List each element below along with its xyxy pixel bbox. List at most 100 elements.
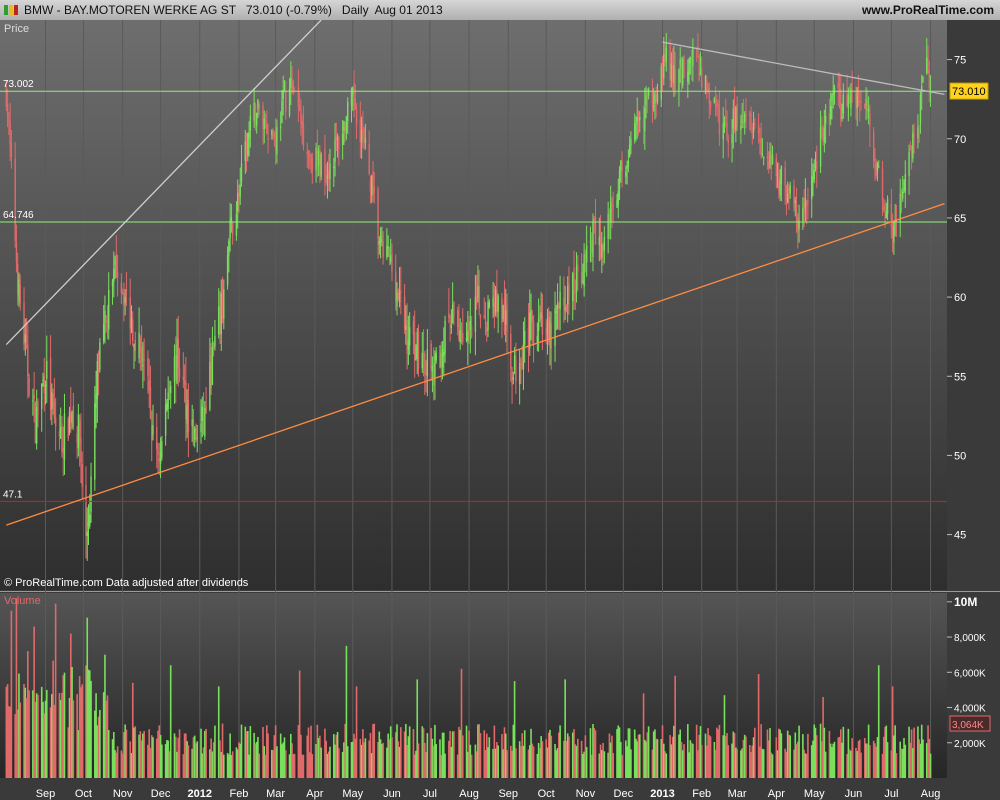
candle-body — [85, 484, 87, 536]
candle-body — [577, 264, 579, 272]
candle-body — [757, 124, 760, 134]
volume-bar — [306, 735, 309, 778]
volume-bar — [842, 726, 845, 778]
volume-bar — [857, 741, 860, 778]
volume-bar — [59, 699, 62, 778]
candle-body — [68, 411, 71, 432]
volume-bar — [625, 740, 627, 778]
volume-bar — [784, 748, 786, 778]
candle-body — [599, 232, 602, 259]
candle-body — [527, 328, 530, 351]
candle-body — [424, 353, 426, 375]
candle-body — [733, 105, 736, 131]
volume-bar — [221, 723, 224, 778]
candle-body — [697, 46, 699, 54]
candle-body — [8, 119, 10, 121]
volume-bar — [559, 725, 561, 778]
price-volume-chart[interactable]: Sep Oct Nov Dec 2012 Feb Mar Apr May Jun Jul Aug Sep… — [0, 20, 1000, 800]
volume-bar — [14, 714, 16, 778]
x-tick-label: Sep — [36, 788, 56, 800]
volume-bar — [96, 725, 99, 778]
volume-bar — [645, 741, 647, 778]
candle-body — [593, 218, 595, 221]
candle-body — [449, 319, 451, 322]
volume-bar — [860, 752, 862, 778]
volume-bar — [908, 726, 910, 778]
volume-bar — [52, 660, 54, 778]
volume-bar — [228, 754, 230, 778]
volume-bar — [780, 733, 783, 778]
volume-bar — [359, 738, 362, 778]
volume-bar — [346, 746, 349, 778]
candle-body — [372, 171, 374, 183]
candle-body — [670, 63, 673, 81]
volume-bar — [370, 753, 373, 778]
volume-bar — [530, 728, 532, 778]
candle-body — [740, 126, 742, 130]
volume-bar — [757, 674, 760, 778]
volume-bar — [869, 745, 871, 778]
volume-bar — [81, 684, 83, 778]
volume-bar — [798, 725, 800, 778]
volume-bar — [68, 697, 71, 778]
candle-body — [46, 360, 48, 379]
volume-bar — [874, 743, 876, 778]
volume-bar — [803, 749, 805, 778]
candle-body — [205, 406, 207, 414]
volume-bar — [205, 728, 207, 778]
candle-body — [247, 132, 249, 156]
candle-body — [458, 325, 460, 340]
volume-bar — [416, 679, 419, 778]
volume-bar — [99, 709, 101, 778]
volume-bar — [111, 739, 114, 778]
volume-bar — [212, 742, 215, 778]
candle-body — [671, 65, 674, 84]
volume-bar — [310, 725, 312, 778]
candle-body — [407, 340, 410, 350]
volume-bar — [222, 754, 225, 778]
candle-body — [465, 337, 468, 341]
candle-body — [766, 156, 769, 159]
candle-body — [72, 405, 75, 428]
volume-bar — [697, 750, 699, 778]
candle-body — [97, 368, 100, 373]
volume-bar — [779, 729, 781, 778]
candle-body — [864, 103, 866, 108]
volume-bar — [405, 724, 407, 778]
candle-body — [469, 321, 472, 331]
y-axis-area — [947, 20, 1000, 800]
candle-body — [58, 431, 61, 437]
candle-body — [899, 193, 901, 223]
candle-body — [893, 222, 895, 243]
volume-bar — [621, 754, 623, 778]
candle-body — [644, 107, 646, 132]
candle-body — [741, 121, 743, 123]
candle-body — [488, 302, 491, 308]
candle-body — [194, 428, 196, 440]
volume-bar — [699, 726, 702, 778]
volume-bar — [743, 734, 746, 778]
volume-bar — [577, 738, 579, 778]
volume-bar — [687, 724, 689, 778]
volume-bar — [598, 753, 601, 778]
volume-bar — [440, 755, 443, 778]
candle-body — [381, 235, 383, 237]
candle-body — [589, 241, 592, 243]
candle-body — [731, 134, 733, 144]
volume-bar — [387, 733, 389, 778]
volume-bar — [24, 687, 27, 778]
candle-body — [926, 57, 928, 74]
candle-body — [742, 118, 745, 125]
volume-bar — [891, 686, 894, 778]
volume-bar — [616, 729, 618, 778]
candle-body — [545, 328, 547, 340]
candle-body — [462, 333, 464, 343]
volume-bar — [5, 686, 8, 778]
candle-body — [120, 282, 123, 293]
candle-body — [665, 47, 668, 62]
candle-body — [515, 359, 517, 382]
candle-body — [274, 131, 277, 151]
candle-body — [18, 279, 20, 301]
candle-body — [558, 306, 560, 309]
volume-bar — [660, 738, 663, 778]
